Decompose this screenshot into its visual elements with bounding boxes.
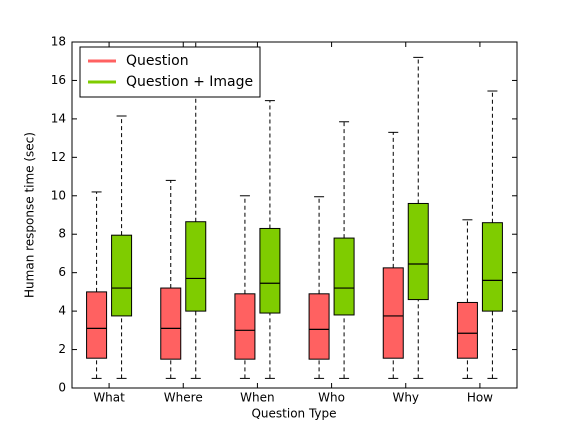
x-tick-label: Why <box>392 391 419 405</box>
box <box>333 237 355 316</box>
box <box>86 291 108 359</box>
y-tick-label: 2 <box>58 342 66 356</box>
y-axis-label: Human response time (sec) <box>23 132 37 298</box>
box <box>407 202 429 301</box>
legend: Question Question + Image <box>79 46 261 98</box>
y-tick-label: 0 <box>58 381 66 395</box>
x-tick-label: What <box>93 391 125 405</box>
x-tick-label: Where <box>164 391 203 405</box>
box <box>111 234 133 317</box>
x-axis-label: Question Type <box>251 407 336 421</box>
axes-frame <box>71 41 518 389</box>
x-tick-label: When <box>240 391 274 405</box>
box <box>308 293 330 360</box>
box <box>456 301 478 359</box>
x-tick-label: Who <box>318 391 345 405</box>
y-tick-label: 10 <box>51 188 66 202</box>
y-tick-label: 14 <box>51 111 66 125</box>
box <box>259 227 281 314</box>
y-tick-label: 18 <box>51 35 66 49</box>
box <box>481 222 503 312</box>
x-tick-label: How <box>467 391 493 405</box>
y-tick-label: 12 <box>51 150 66 164</box>
legend-frame <box>79 46 261 98</box>
y-tick-label: 8 <box>58 227 66 241</box>
legend-label: Question + Image <box>126 74 253 90</box>
plot-area <box>86 42 503 379</box>
box <box>160 287 182 360</box>
box <box>234 293 256 360</box>
y-tick-label: 16 <box>51 73 66 87</box>
box <box>185 221 207 312</box>
y-tick-label: 4 <box>58 304 66 318</box>
y-tick-label: 6 <box>58 265 66 279</box>
box <box>382 267 404 359</box>
legend-label: Question <box>126 53 189 69</box>
